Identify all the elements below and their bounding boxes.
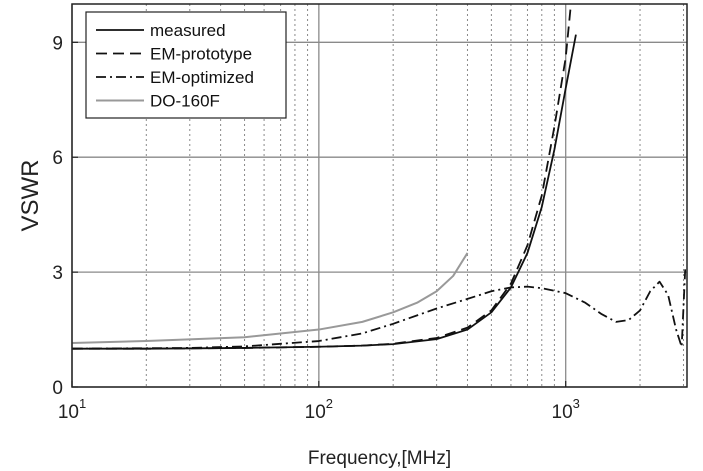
legend-label: measured [150, 21, 226, 40]
x-tick-label: 101 [58, 396, 86, 423]
legend-label: DO-160F [150, 92, 220, 111]
series-line-do-160f [72, 252, 469, 344]
legend-label: EM-optimized [150, 68, 254, 87]
legend-label: EM-prototype [150, 45, 252, 64]
series-layer [72, 4, 687, 350]
y-axis-label: VSWR [17, 160, 44, 232]
x-tick-labels: 101 102 103 [58, 381, 580, 423]
grid [71, 4, 687, 388]
y-tick-label: 9 [52, 33, 63, 54]
y-tick-label: 6 [52, 148, 63, 169]
series-line-em-optimized [72, 268, 687, 350]
y-tick-labels: 0 3 6 9 [52, 33, 78, 399]
legend: measured EM-prototype EM-optimized DO-160F [85, 11, 287, 119]
plot-frame [71, 3, 688, 388]
x-axis-label: Frequency,[MHz] [308, 448, 451, 469]
x-tick-label: 102 [305, 396, 333, 423]
y-tick-label: 0 [52, 378, 63, 399]
series-line-em-prototype [72, 4, 572, 350]
x-tick-label: 103 [552, 396, 580, 423]
y-tick-label: 3 [52, 263, 63, 284]
